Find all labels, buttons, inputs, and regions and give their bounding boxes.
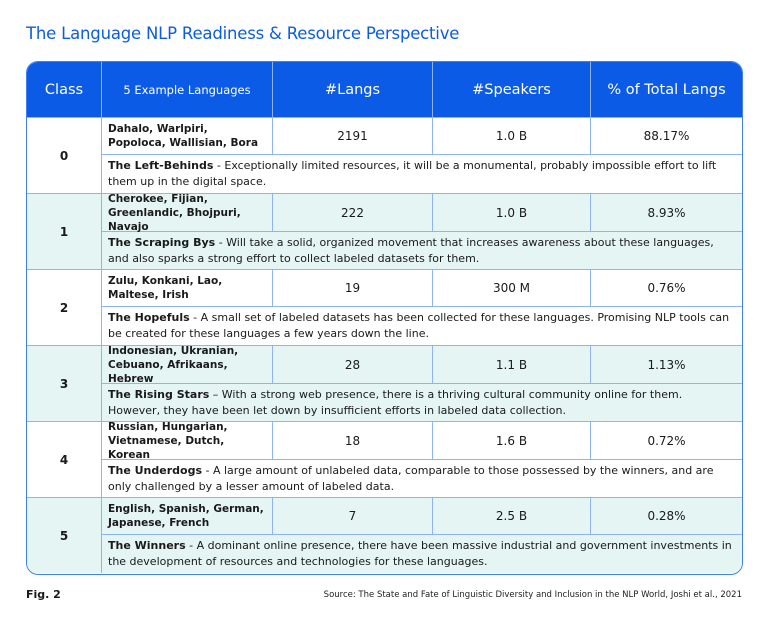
speakers-count: 1.0 B bbox=[433, 118, 591, 154]
percent-total: 88.17% bbox=[643, 129, 690, 143]
langs-count: 7 bbox=[273, 498, 433, 534]
class-description: The Scraping Bys - Will take a solid, or… bbox=[102, 232, 742, 270]
class-name: The Left-Behinds bbox=[108, 159, 214, 172]
speakers-count: 1.1 B bbox=[433, 346, 591, 383]
figure-label: Fig. 2 bbox=[26, 588, 61, 601]
langs-count: 19 bbox=[273, 270, 433, 306]
header-class: Class bbox=[27, 62, 102, 117]
header-examples: 5 Example Languages bbox=[102, 62, 273, 117]
class-name: The Winners bbox=[108, 539, 186, 552]
table-header: Class 5 Example Languages #Langs #Speake… bbox=[27, 62, 742, 117]
class-cell: 1 bbox=[27, 194, 102, 269]
table-row: 3 Indonesian, Ukranian, Cebuano, Afrikaa… bbox=[27, 345, 742, 421]
langs-count: 28 bbox=[273, 346, 433, 383]
class-cell: 5 bbox=[27, 498, 102, 573]
header-speakers: #Speakers bbox=[433, 62, 591, 117]
class-description: The Hopefuls - A small set of labeled da… bbox=[102, 307, 742, 345]
class-name: The Underdogs bbox=[108, 464, 202, 477]
class-description: The Left-Behinds - Exceptionally limited… bbox=[102, 155, 742, 193]
description-text: - A dominant online presence, there have… bbox=[108, 539, 732, 568]
table-row: 5 English, Spanish, German, Japanese, Fr… bbox=[27, 497, 742, 573]
percent-total: 0.72% bbox=[647, 433, 686, 448]
description-text: - A large amount of unlabeled data, comp… bbox=[108, 464, 714, 493]
description-text: - A small set of labeled datasets has be… bbox=[108, 311, 730, 340]
table-row: 2 Zulu, Konkani, Lao, Maltese, Irish 19 … bbox=[27, 269, 742, 345]
description-text: - Exceptionally limited resources, it wi… bbox=[108, 159, 717, 188]
percent-total: 0.28% bbox=[647, 509, 686, 523]
class-name: The Scraping Bys bbox=[108, 236, 216, 249]
example-languages: Russian, Hungarian, Vietnamese, Dutch, K… bbox=[102, 421, 273, 461]
class-name: The Rising Stars bbox=[108, 388, 210, 401]
speakers-count: 1.0 B bbox=[433, 194, 591, 231]
page-title: The Language NLP Readiness & Resource Pe… bbox=[26, 24, 460, 43]
speakers-count: 2.5 B bbox=[433, 498, 591, 534]
class-cell: 0 bbox=[27, 118, 102, 193]
table-row: 0 Dahalo, Warlpiri, Popoloca, Wallisian,… bbox=[27, 117, 742, 193]
table-row: 4 Russian, Hungarian, Vietnamese, Dutch,… bbox=[27, 421, 742, 497]
class-description: The Rising Stars – With a strong web pre… bbox=[102, 384, 742, 422]
class-name: The Hopefuls bbox=[108, 311, 190, 324]
class-cell: 4 bbox=[27, 422, 102, 497]
description-text: - Will take a solid, organized movement … bbox=[108, 236, 714, 265]
langs-count: 222 bbox=[273, 194, 433, 231]
example-languages: Indonesian, Ukranian, Cebuano, Afrikaans… bbox=[102, 345, 273, 385]
example-languages: English, Spanish, German, Japanese, Fren… bbox=[102, 498, 273, 534]
speakers-count: 300 M bbox=[433, 270, 591, 306]
class-description: The Winners - A dominant online presence… bbox=[102, 535, 742, 573]
example-languages: Zulu, Konkani, Lao, Maltese, Irish bbox=[102, 270, 273, 306]
example-languages: Cherokee, Fijian, Greenlandic, Bhojpuri,… bbox=[102, 193, 273, 233]
example-languages: Dahalo, Warlpiri, Popoloca, Wallisian, B… bbox=[102, 118, 273, 154]
description-text: – With a strong web presence, there is a… bbox=[108, 388, 683, 417]
header-langs: #Langs bbox=[273, 62, 433, 117]
source-caption: Source: The State and Fate of Linguistic… bbox=[323, 590, 742, 600]
class-cell: 2 bbox=[27, 270, 102, 345]
percent-total: 0.76% bbox=[647, 281, 686, 295]
langs-count: 18 bbox=[273, 422, 433, 459]
langs-count: 2191 bbox=[273, 118, 433, 154]
header-percent: % of Total Langs bbox=[607, 81, 726, 98]
speakers-count: 1.6 B bbox=[433, 422, 591, 459]
percent-total: 8.93% bbox=[647, 205, 686, 220]
class-description: The Underdogs - A large amount of unlabe… bbox=[102, 460, 742, 498]
percent-total: 1.13% bbox=[647, 357, 686, 372]
class-cell: 3 bbox=[27, 346, 102, 421]
table-row: 1 Cherokee, Fijian, Greenlandic, Bhojpur… bbox=[27, 193, 742, 269]
readiness-table: Class 5 Example Languages #Langs #Speake… bbox=[26, 61, 743, 575]
